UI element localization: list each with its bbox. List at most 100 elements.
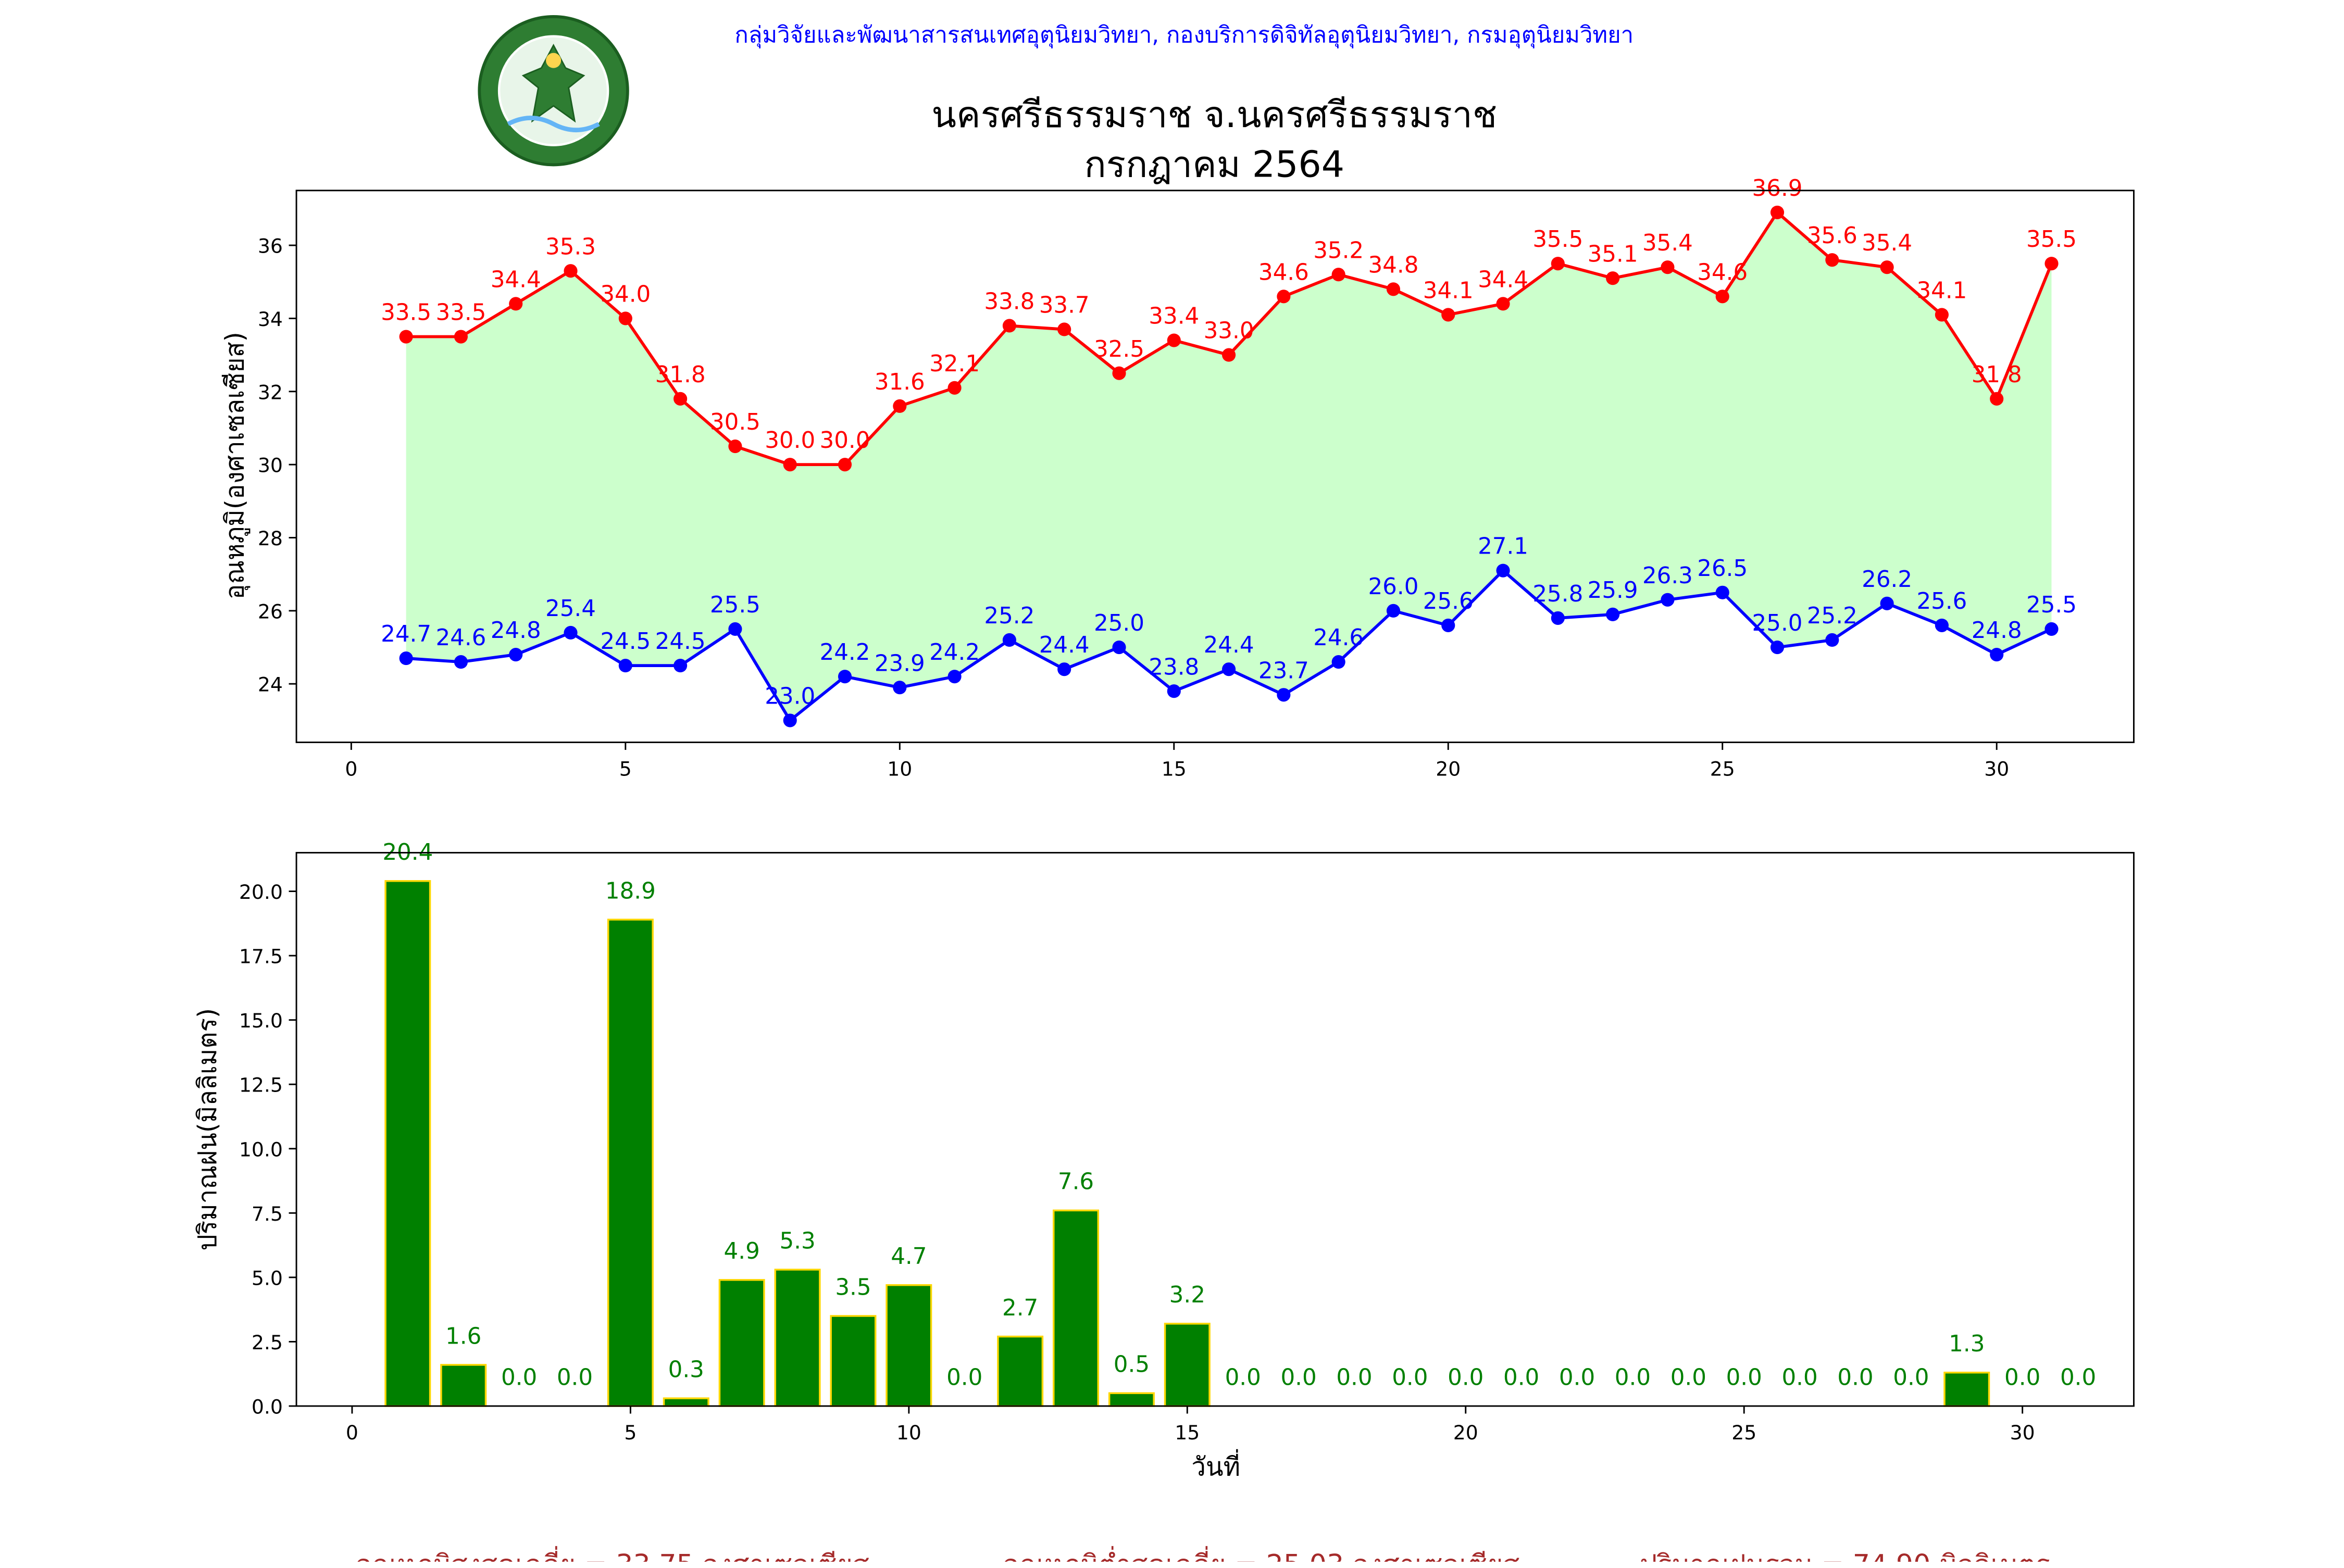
min-temperature-label: 23.7	[1258, 658, 1309, 684]
rainfall-value-label: 0.0	[1893, 1364, 1929, 1390]
min-temperature-label: 24.4	[1204, 632, 1254, 658]
max-temperature-label: 35.5	[2026, 227, 2077, 253]
rainfall-axis-ticks: 0 5 10 15 20 25 30 0.0 2.5 5.0 7.5 10.0 12.5 15.0 17.5…	[239, 881, 2035, 1444]
rainfall-value-label: 0.0	[1781, 1364, 1817, 1390]
y-tick-label: 26	[258, 600, 283, 623]
min-temperature-point	[838, 670, 852, 684]
max-temperature-label: 32.5	[1094, 336, 1144, 362]
max-temperature-point	[399, 330, 413, 344]
min-temperature-label: 25.6	[1916, 588, 1967, 614]
min-temperature-point	[1441, 618, 1455, 632]
y-tick-label: 36	[258, 235, 283, 258]
min-temperature-point	[1880, 596, 1894, 610]
rainfall-value-label: 0.0	[1448, 1364, 1483, 1390]
min-temperature-label: 23.8	[1149, 654, 1199, 680]
min-temperature-label: 26.0	[1368, 574, 1418, 600]
min-temperature-label: 25.5	[710, 592, 760, 618]
min-temperature-label: 25.5	[2026, 592, 2077, 618]
x-tick-label: 25	[1731, 1421, 1756, 1444]
rainfall-bar	[718, 1279, 765, 1407]
min-temperature-label: 25.2	[1807, 603, 1857, 629]
y-tick-label: 34	[258, 308, 283, 331]
max-temperature-point	[1002, 319, 1016, 333]
rainfall-value-label: 3.2	[1169, 1282, 1205, 1308]
x-tick-label: 15	[1162, 757, 1187, 780]
max-temperature-point	[1770, 205, 1785, 219]
min-temperature-point	[1496, 563, 1510, 578]
max-temperature-label: 34.4	[491, 267, 541, 293]
min-temperature-label: 25.0	[1094, 610, 1144, 636]
max-temperature-point	[1496, 297, 1510, 311]
y-tick-label: 12.5	[239, 1074, 283, 1097]
rainfall-bar	[1164, 1323, 1211, 1407]
min-temperature-point	[1386, 604, 1401, 618]
max-temperature-label: 35.5	[1532, 227, 1583, 253]
max-temperature-point	[728, 439, 742, 454]
max-temperature-label: 30.0	[765, 428, 815, 454]
min-temperature-point	[728, 622, 742, 636]
min-temperature-point	[674, 659, 688, 673]
logo-head-icon	[546, 53, 562, 68]
max-temperature-label: 34.0	[600, 281, 651, 307]
min-temperature-point	[618, 659, 632, 673]
min-temperature-label: 25.8	[1532, 581, 1583, 607]
y-tick-label: 7.5	[252, 1202, 283, 1225]
min-temperature-point	[1167, 684, 1181, 698]
temperature-chart: 33.5 33.534.435.334.031.830.530.0 30.031.6…	[219, 175, 2135, 781]
max-temperature-label: 33.4	[1149, 304, 1199, 330]
rainfall-value-label: 18.9	[605, 878, 656, 904]
min-temperature-point	[1715, 585, 1729, 599]
min-temperature-point	[564, 625, 578, 640]
min-temperature-label: 24.4	[1039, 632, 1090, 658]
min-temperature-point	[1770, 640, 1785, 655]
max-temperature-point	[564, 264, 578, 278]
max-temperature-point	[509, 297, 523, 311]
max-temperature-point	[1167, 333, 1181, 347]
rainfall-value-label: 5.3	[779, 1228, 815, 1254]
max-temperature-point	[618, 311, 632, 325]
max-temperature-label: 32.1	[929, 351, 980, 377]
y-tick-label: 0.0	[252, 1396, 283, 1419]
min-temperature-point	[947, 670, 962, 684]
rainfall-bar	[607, 919, 654, 1407]
max-temperature-point	[674, 392, 688, 406]
rainfall-value-label: 2.7	[1002, 1295, 1038, 1321]
y-tick-label: 2.5	[252, 1331, 283, 1354]
rainfall-value-label: 0.0	[1615, 1364, 1651, 1390]
min-temperature-point	[1935, 618, 1949, 632]
max-temperature-point	[1825, 253, 1839, 267]
min-temperature-point	[399, 651, 413, 666]
min-temperature-label: 25.4	[545, 596, 596, 622]
rainfall-bar	[663, 1397, 709, 1407]
y-tick-label: 10.0	[239, 1138, 283, 1161]
rainfall-value-label: 1.6	[445, 1323, 481, 1349]
min-temperature-label: 23.0	[765, 683, 815, 709]
rainfall-value-label: 4.7	[891, 1244, 927, 1270]
temperature-axis-ticks: 0 5 10 15 20 25 30 24 26 28 30 32 34 36	[258, 235, 2009, 781]
min-temperature-label: 26.3	[1642, 563, 1693, 589]
rainfall-bar	[886, 1284, 932, 1407]
min-temperature-label: 24.6	[1313, 625, 1364, 651]
temperature-plot-frame	[295, 190, 2135, 743]
x-tick-label: 25	[1710, 757, 1735, 780]
max-temperature-point	[783, 458, 797, 472]
rainfall-chart: 20.41.60.0 0.018.90.34.9 5.33.54.70.02.77.…	[192, 839, 2135, 1482]
rainfall-value-label: 0.3	[668, 1357, 704, 1383]
summary-avg-min: อุณหภูมิต่ำสุดเฉลี่ย = 25.03 องศาเซลเซีย…	[1003, 1546, 1519, 1562]
min-temperature-point	[1002, 633, 1016, 647]
max-temperature-label: 35.1	[1588, 241, 1638, 267]
x-tick-label: 30	[2010, 1421, 2035, 1444]
max-temperature-label: 36.9	[1752, 175, 1803, 202]
rainfall-bar	[830, 1315, 877, 1407]
max-temperature-label: 35.4	[1862, 230, 1912, 256]
rainfall-plot-frame	[295, 851, 2135, 1407]
rainfall-bar	[384, 880, 431, 1407]
month-title: กรกฎาคม 2564	[1084, 144, 1345, 186]
min-temperature-point	[2044, 622, 2059, 636]
min-temperature-label: 23.9	[875, 650, 925, 676]
department-line: กลุ่มวิจัยและพัฒนาสารสนเทศอุตุนิยมวิทยา,…	[734, 22, 1634, 48]
department-logo	[478, 15, 629, 167]
rainfall-bars	[384, 880, 1990, 1407]
min-temperature-label: 25.0	[1752, 610, 1803, 636]
